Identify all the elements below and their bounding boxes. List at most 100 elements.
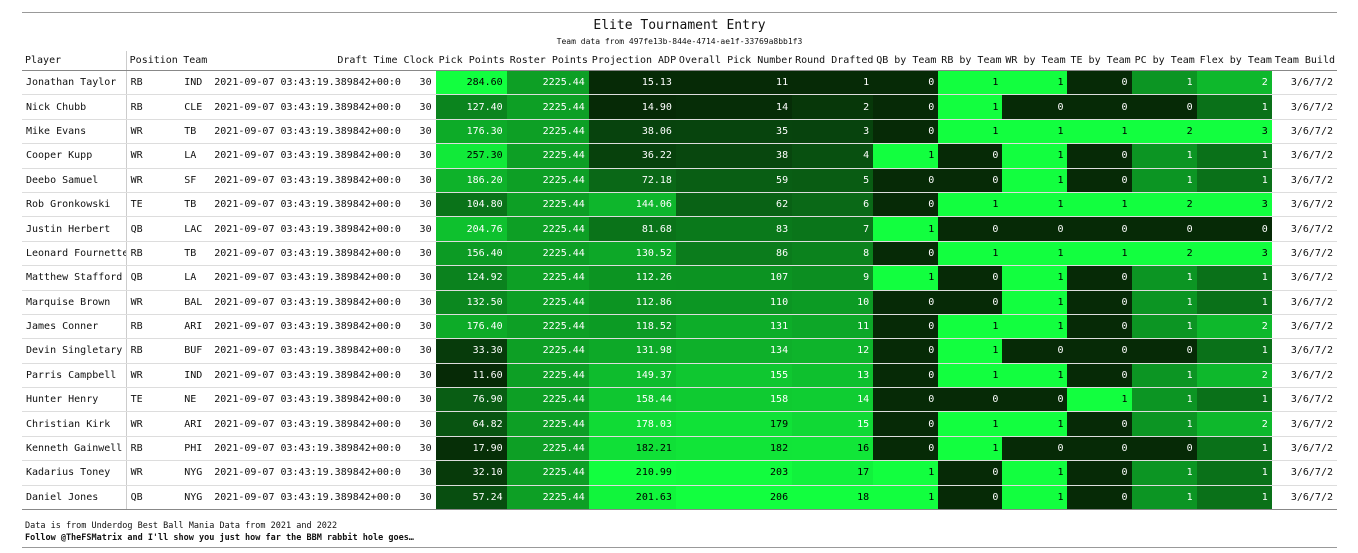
table-cell: 16 <box>792 436 874 462</box>
column-header: RB by Team <box>938 51 1003 71</box>
table-cell: 0 <box>938 460 1003 486</box>
table-cell: 130.52 <box>588 241 676 267</box>
table-cell: 30 <box>400 70 436 96</box>
table-cell: WR <box>126 363 181 389</box>
table-cell: 2225.44 <box>506 290 589 315</box>
table-cell: 0 <box>1067 168 1132 193</box>
table-cell: Deebo Samuel <box>22 168 127 193</box>
table-row: Devin Singletary RB BUF 2021-09-07 03:43:19… <box>22 338 1337 364</box>
table-cell: 144.06 <box>588 192 676 218</box>
table-cell: 3/6/7/2 <box>1271 143 1337 169</box>
table-cell: 86 <box>675 241 793 267</box>
table-cell: 30 <box>400 192 436 218</box>
table-cell: RB <box>126 338 181 364</box>
table-cell: 2225.44 <box>506 338 589 364</box>
table-cell: 3 <box>1196 119 1272 145</box>
table-cell: 11 <box>792 314 874 340</box>
table-cell: 0 <box>1002 436 1068 462</box>
table-cell: 1 <box>938 314 1003 340</box>
table-cell: BAL <box>180 290 211 315</box>
table-row: Daniel Jones QB NYG 2021-09-07 03:43:19.389… <box>22 485 1337 511</box>
table-cell: IND <box>180 70 211 96</box>
table-cell: 1 <box>792 70 874 96</box>
table-cell: 1 <box>873 143 939 169</box>
table-cell: 38 <box>675 143 793 169</box>
table-cell: 0 <box>1067 70 1132 96</box>
table-cell: 134 <box>675 338 793 364</box>
table-cell: 3/6/7/2 <box>1271 70 1337 96</box>
table-cell: 2225.44 <box>506 411 589 437</box>
table-cell: 2021-09-07 03:43:19.389842+00:00 <box>210 143 401 169</box>
table-cell: 8 <box>792 241 874 267</box>
column-header: Flex by Team <box>1196 51 1272 71</box>
table-cell: 30 <box>400 338 436 364</box>
table-cell: 62 <box>675 192 793 218</box>
table-cell: 3/6/7/2 <box>1271 192 1337 218</box>
table-cell: 1 <box>1196 387 1272 413</box>
table-cell: NYG <box>180 460 211 486</box>
table-row: Leonard Fournette RB TB 2021-09-07 03:43:19… <box>22 241 1337 267</box>
table-cell: WR <box>126 460 181 486</box>
table-cell: IND <box>180 363 211 389</box>
credit-note: Follow @TheFSMatrix and I'll show you ju… <box>25 533 414 543</box>
table-cell: 3/6/7/2 <box>1271 94 1337 120</box>
table-cell: 30 <box>400 290 436 315</box>
table-cell: 110 <box>675 290 793 315</box>
table-cell: 0 <box>1067 363 1132 389</box>
table-cell: 30 <box>400 314 436 340</box>
table-cell: 1 <box>1196 290 1272 315</box>
table-cell: WR <box>126 143 181 169</box>
table-cell: 1 <box>1002 485 1068 511</box>
table-cell: 1 <box>1196 460 1272 486</box>
table-cell: 0 <box>1002 216 1068 242</box>
table-cell: TB <box>180 119 211 145</box>
table-cell: 30 <box>400 241 436 267</box>
column-header: Player <box>22 51 127 71</box>
table-cell: 1 <box>1067 241 1132 267</box>
footer: Data is from Underdog Best Ball Mania Da… <box>25 520 414 544</box>
table-cell: 2225.44 <box>506 70 589 96</box>
table-cell: 2225.44 <box>506 241 589 267</box>
table-cell: LAC <box>180 216 211 242</box>
table-cell: 0 <box>1067 411 1132 437</box>
column-header: TE by Team <box>1067 51 1132 71</box>
table-cell: 10 <box>792 290 874 315</box>
table-cell: 112.26 <box>588 265 676 291</box>
table-cell: 30 <box>400 168 436 193</box>
table-cell: 14 <box>792 387 874 413</box>
table-cell: 182.21 <box>588 436 676 462</box>
table-cell: 3/6/7/2 <box>1271 363 1337 389</box>
table-cell: 2021-09-07 03:43:19.389842+00:00 <box>210 314 401 340</box>
column-header: Position <box>126 51 181 71</box>
column-header: Overall Pick Number <box>675 51 793 71</box>
table-cell: 1 <box>1196 143 1272 169</box>
table-cell: 2021-09-07 03:43:19.389842+00:00 <box>210 70 401 96</box>
table-cell: 0 <box>1131 216 1197 242</box>
table-cell: 104.80 <box>435 192 507 218</box>
table-cell: 0 <box>1002 387 1068 413</box>
table-cell: 2021-09-07 03:43:19.389842+00:00 <box>210 387 401 413</box>
table-cell: 2021-09-07 03:43:19.389842+00:00 <box>210 363 401 389</box>
table-cell: 2 <box>1131 241 1197 267</box>
table-cell: 1 <box>1002 460 1068 486</box>
table-row: James Conner RB ARI 2021-09-07 03:43:19.389… <box>22 314 1337 340</box>
table-cell: 284.60 <box>435 70 507 96</box>
table-cell: 2225.44 <box>506 94 589 120</box>
table-cell: 2021-09-07 03:43:19.389842+00:00 <box>210 485 401 511</box>
table-cell: 2021-09-07 03:43:19.389842+00:00 <box>210 411 401 437</box>
table-cell: 127.40 <box>435 94 507 120</box>
table-cell: 2021-09-07 03:43:19.389842+00:00 <box>210 94 401 120</box>
table-cell: 30 <box>400 143 436 169</box>
table-cell: 1 <box>938 241 1003 267</box>
table-cell: 176.40 <box>435 314 507 340</box>
table-cell: 1 <box>1131 143 1197 169</box>
table-cell: 30 <box>400 363 436 389</box>
table-cell: 158.44 <box>588 387 676 413</box>
table-row: Nick Chubb RB CLE 2021-09-07 03:43:19.38984… <box>22 94 1337 120</box>
table-cell: 1 <box>1002 241 1068 267</box>
table-cell: 64.82 <box>435 411 507 437</box>
table-cell: 17.90 <box>435 436 507 462</box>
table-cell: 3/6/7/2 <box>1271 119 1337 145</box>
column-header: Round Drafted <box>792 51 874 71</box>
table-cell: 0 <box>1002 338 1068 364</box>
